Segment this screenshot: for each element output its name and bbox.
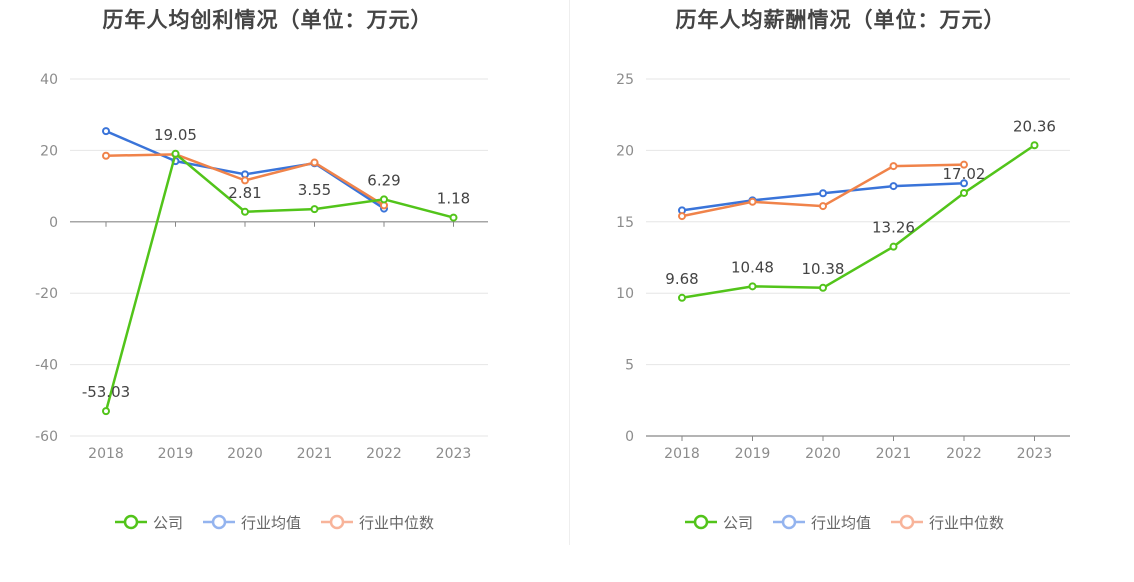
- x-tick-label: 2020: [227, 446, 263, 462]
- chart-title: 历年人均薪酬情况（单位：万元）: [675, 8, 1006, 32]
- y-tick-label: 20: [616, 143, 634, 159]
- data-label: 10.48: [731, 258, 774, 276]
- y-tick-label: -40: [35, 358, 58, 374]
- legend-line-marker-icon: [321, 514, 353, 530]
- data-point: [241, 207, 249, 216]
- data-point: [889, 182, 898, 191]
- legend-line-marker-icon: [202, 514, 235, 530]
- data-point: [1030, 141, 1039, 150]
- legend-label: 公司: [722, 513, 753, 532]
- data-point: [102, 151, 110, 160]
- legend-item-company[interactable]: 公司: [683, 510, 753, 534]
- x-tick-label: 2022: [946, 446, 982, 462]
- legend-label: 公司: [152, 513, 183, 532]
- legend-item-industry-median[interactable]: 行业中位数: [889, 510, 1004, 534]
- data-point: [310, 205, 319, 214]
- data-label: 6.29: [367, 171, 400, 189]
- chart-legend: 公司 行业均值 行业中位数: [560, 510, 1127, 534]
- data-label: 10.38: [802, 260, 845, 278]
- legend-label: 行业均值: [810, 513, 871, 532]
- legend-item-industry-average[interactable]: 行业均值: [771, 510, 871, 534]
- data-point: [102, 127, 110, 136]
- legend-item-company[interactable]: 公司: [113, 510, 183, 534]
- salary-chart-panel: 历年人均薪酬情况（单位：万元） 25 20 15 10 5 0 2018 2019 2020 20…: [567, 0, 1134, 582]
- y-tick-label: 0: [625, 429, 634, 445]
- data-point: [819, 283, 827, 292]
- data-point: [819, 202, 827, 211]
- legend-line-marker-icon: [684, 514, 717, 530]
- legend-line-marker-icon: [772, 514, 805, 530]
- y-tick-label: 20: [40, 143, 58, 159]
- y-tick-label: 15: [616, 215, 634, 231]
- profit-chart-panel: 历年人均创利情况（单位：万元） 40 20 0 -20 -40 -60 2018 2019 20…: [0, 8, 557, 534]
- chart-title: 历年人均创利情况（单位：万元）: [102, 8, 433, 32]
- x-tick-label: 2022: [366, 446, 402, 462]
- x-tick-label: 2018: [664, 446, 700, 462]
- data-label: 2.81: [228, 184, 261, 202]
- data-label: 19.05: [154, 126, 197, 144]
- y-tick-label: 5: [625, 358, 634, 374]
- y-tick-label: -60: [35, 429, 58, 445]
- legend-label: 行业中位数: [359, 513, 435, 532]
- salary-line-chart: 25 20 15 10 5 0 2018 2019 2020 2021 2022 2023 9.68 10…: [616, 72, 1070, 462]
- y-tick-label: 10: [616, 286, 634, 302]
- y-tick-label: -20: [35, 286, 58, 302]
- data-point: [380, 195, 388, 204]
- series-line: [104, 152, 454, 412]
- legend-label: 行业中位数: [929, 513, 1005, 532]
- data-point: [889, 162, 898, 171]
- data-label: -53.03: [82, 383, 130, 401]
- data-label: 1.18: [437, 190, 470, 208]
- legend-item-industry-average[interactable]: 行业均值: [201, 510, 301, 534]
- data-point: [310, 158, 319, 167]
- legend-label: 行业均值: [240, 513, 301, 532]
- data-label: 17.02: [943, 165, 986, 183]
- data-point: [241, 176, 249, 185]
- data-point: [748, 197, 757, 206]
- x-tick-label: 2019: [735, 446, 771, 462]
- x-tick-label: 2019: [158, 446, 194, 462]
- chart-legend: 公司 行业均值 行业中位数: [0, 510, 557, 534]
- legend-line-marker-icon: [891, 514, 923, 530]
- data-point: [960, 160, 968, 169]
- data-label: 3.55: [298, 181, 331, 199]
- data-label: 13.26: [872, 219, 915, 237]
- legend-item-industry-median[interactable]: 行业中位数: [319, 510, 434, 534]
- x-tick-label: 2018: [88, 446, 124, 462]
- x-tick-label: 2023: [1017, 446, 1053, 462]
- panel-divider: [569, 0, 570, 545]
- data-point: [449, 213, 458, 222]
- legend-line-marker-icon: [114, 514, 147, 530]
- x-tick-label: 2021: [297, 446, 333, 462]
- data-point: [678, 212, 686, 221]
- data-label: 9.68: [665, 270, 698, 288]
- data-point: [171, 149, 180, 158]
- y-tick-label: 40: [40, 72, 58, 88]
- y-tick-label: 25: [616, 72, 634, 88]
- series-line: [681, 144, 1036, 300]
- data-point: [748, 282, 757, 291]
- data-point: [102, 407, 110, 416]
- x-tick-label: 2021: [876, 446, 912, 462]
- x-tick-label: 2020: [805, 446, 841, 462]
- x-tick-label: 2023: [436, 446, 472, 462]
- profit-line-chart: 40 20 0 -20 -40 -60 2018 2019 2020 2021 2022 2023 -5…: [35, 72, 488, 462]
- data-point: [889, 242, 898, 251]
- data-point: [678, 293, 686, 302]
- data-point: [960, 179, 968, 188]
- y-tick-label: 0: [49, 215, 58, 231]
- data-label: 20.36: [1013, 117, 1056, 135]
- data-point: [819, 189, 827, 198]
- data-point: [960, 188, 968, 197]
